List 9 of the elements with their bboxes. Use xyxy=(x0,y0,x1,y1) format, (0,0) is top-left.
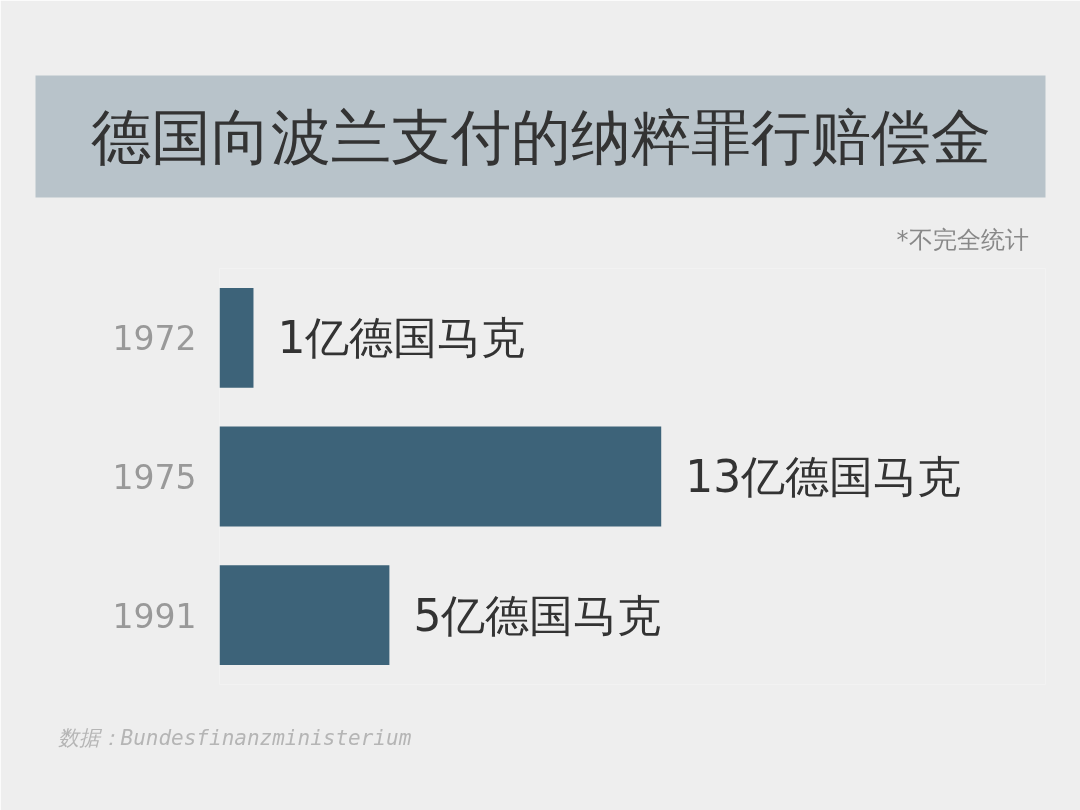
y-tick-label: 1991 xyxy=(112,596,197,636)
data-label: 1亿德国马克 xyxy=(277,312,526,364)
text: *不完全统计 xyxy=(896,225,1029,254)
data-label: 13亿德国马克 xyxy=(685,451,962,502)
data-label: 5亿德国马克 xyxy=(413,589,662,641)
chart-title: 德国向波兰支付的纳粹罪行赔偿金 xyxy=(90,101,991,172)
y-tick-label: 1972 xyxy=(112,319,197,359)
text: 数据：Bundesfinanzministerium xyxy=(57,725,412,750)
y-tick-label: 1975 xyxy=(112,458,197,497)
